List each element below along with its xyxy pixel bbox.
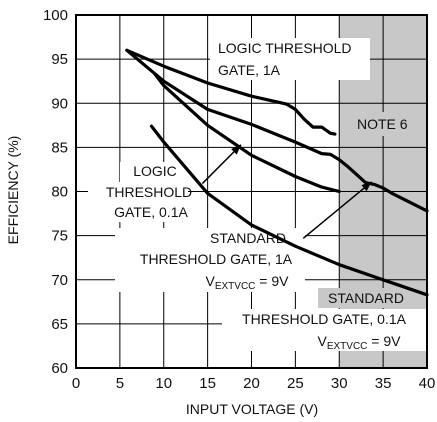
x-tick-35: 35 bbox=[375, 375, 392, 392]
label-background-5 bbox=[318, 288, 414, 308]
label-standard-1a-line1: STANDARD bbox=[210, 230, 286, 246]
series-line-1 bbox=[125, 48, 337, 136]
y-tick-65: 65 bbox=[51, 316, 68, 333]
x-axis-title: INPUT VOLTAGE (V) bbox=[186, 401, 318, 417]
series-line-3 bbox=[153, 72, 341, 194]
label-standard-01a-line2: THRESHOLD GATE, 0.1A bbox=[242, 311, 407, 327]
label-background-4 bbox=[115, 228, 305, 292]
y-tick-labels: 60 65 70 75 80 85 90 95 100 bbox=[43, 7, 68, 377]
x-tick-25: 25 bbox=[287, 375, 304, 392]
x-tick-40: 40 bbox=[419, 375, 436, 392]
label-background-7 bbox=[349, 112, 423, 136]
y-axis-title: EFFICIENCY (%) bbox=[5, 136, 21, 245]
label-note-6: NOTE 6 bbox=[357, 116, 408, 132]
label-logic-01a-line3: GATE, 0.1A bbox=[114, 204, 188, 220]
x-tick-0: 0 bbox=[72, 375, 80, 392]
label-background-3 bbox=[88, 182, 188, 222]
y-tick-70: 70 bbox=[51, 272, 68, 289]
x-tick-labels: 0 5 10 15 20 25 30 35 40 bbox=[72, 375, 436, 392]
arrow-logic-01a-head bbox=[231, 144, 241, 155]
series-lines bbox=[125, 48, 429, 297]
arrow-standard-1a bbox=[302, 181, 373, 239]
series-line-4 bbox=[149, 124, 429, 297]
plot-frame bbox=[75, 14, 428, 369]
y-tick-60: 60 bbox=[51, 360, 68, 377]
label-vext-1a: VEXTVCC = 9V bbox=[206, 273, 290, 292]
label-background-6 bbox=[222, 309, 430, 351]
y-tick-95: 95 bbox=[51, 51, 68, 68]
x-tick-15: 15 bbox=[199, 375, 216, 392]
y-tick-90: 90 bbox=[51, 95, 68, 112]
y-tick-80: 80 bbox=[51, 184, 68, 201]
x-tick-5: 5 bbox=[116, 375, 124, 392]
series-line-2 bbox=[125, 48, 429, 213]
x-tick-20: 20 bbox=[243, 375, 260, 392]
label-logic-1a-line1: LOGIC THRESHOLD bbox=[218, 40, 352, 56]
y-tick-85: 85 bbox=[51, 139, 68, 156]
y-tick-100: 100 bbox=[43, 7, 68, 24]
label-backgrounds bbox=[88, 38, 430, 351]
label-logic-1a-line2: GATE, 1A bbox=[218, 62, 281, 78]
label-vext-01a: VEXTVCC = 9V bbox=[318, 333, 402, 352]
annotation-arrows bbox=[201, 144, 373, 239]
label-background-1 bbox=[210, 38, 370, 80]
arrow-standard-1a-head bbox=[361, 181, 372, 192]
annotations: LOGIC THRESHOLD GATE, 1A NOTE 6 LOGIC TH… bbox=[106, 40, 408, 352]
label-logic-01a-line1: LOGIC bbox=[133, 163, 177, 179]
label-logic-01a-line2: THRESHOLD bbox=[106, 184, 192, 200]
label-standard-1a-line2: THRESHOLD GATE, 1A bbox=[140, 251, 293, 267]
label-standard-01a-line1: STANDARD bbox=[328, 290, 404, 306]
x-tick-10: 10 bbox=[155, 375, 172, 392]
y-tick-75: 75 bbox=[51, 228, 68, 245]
x-tick-30: 30 bbox=[331, 375, 348, 392]
